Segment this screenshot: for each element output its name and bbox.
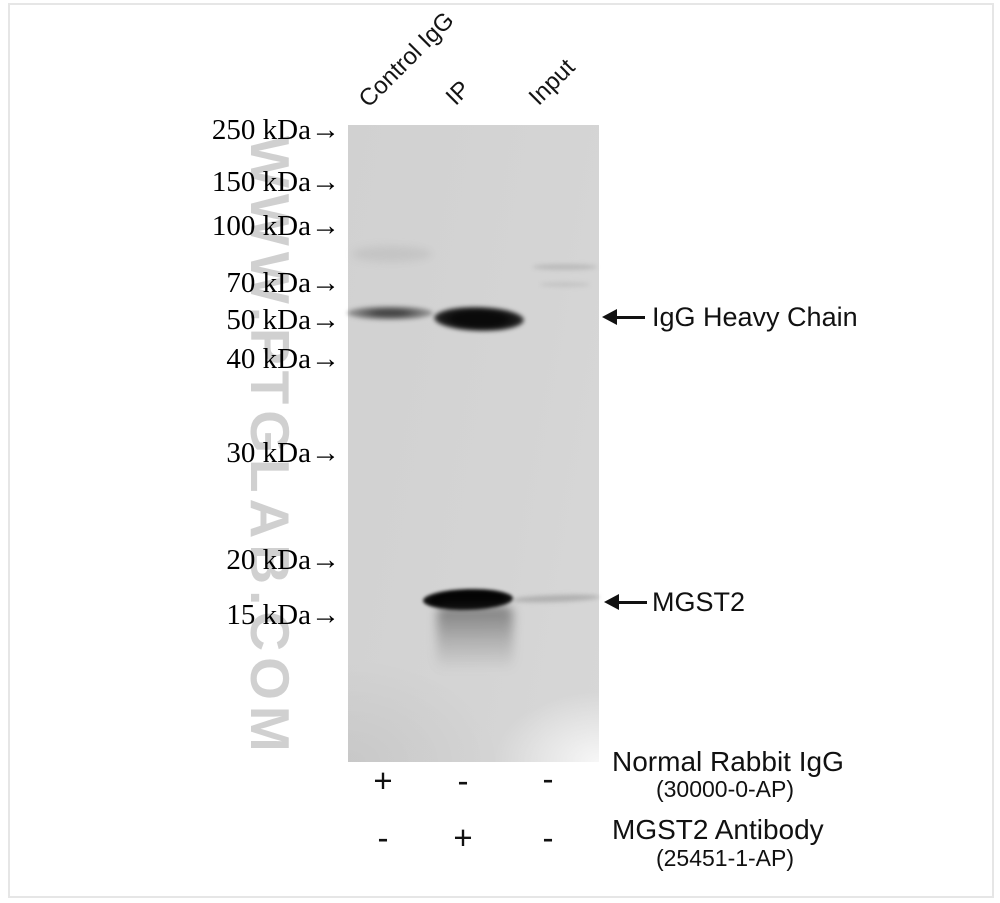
left-arrow-icon xyxy=(602,309,646,325)
mw-marker-20kda: 20 kDa→ xyxy=(226,544,340,576)
treatment-symbol-row2-col3: - xyxy=(542,819,554,856)
treatment-name-mgst2-antibody: MGST2 Antibody xyxy=(612,814,824,845)
catalog-number-normal-rabbit-igg: (30000-0-AP) xyxy=(655,776,795,802)
treatment-symbol-row2-col1: - xyxy=(377,819,389,856)
annotation-mgst2: MGST2 xyxy=(652,587,746,617)
mw-marker-50kda: 50 kDa→ xyxy=(226,304,340,336)
lane-label-input: Input xyxy=(523,53,581,111)
arrow-shaft xyxy=(614,600,647,604)
catalog-number-mgst2-antibody: (25451-1-AP) xyxy=(655,845,795,871)
treatment-symbol-row1-col3: - xyxy=(542,760,554,797)
treatment-symbol-row1-col1: + xyxy=(373,762,393,799)
mw-marker-150kda: 150 kDa→ xyxy=(211,166,340,198)
ptglab-watermark: WWW.PTGLAB.COM xyxy=(239,136,301,758)
faint-smudge-control-lane xyxy=(352,246,432,262)
mw-marker-30kda: 30 kDa→ xyxy=(226,437,340,469)
treatment-name-normal-rabbit-igg: Normal Rabbit IgG xyxy=(612,746,844,777)
arrow-head xyxy=(602,309,617,325)
lane-label-control-igg: Control IgG xyxy=(353,6,460,113)
arrow-shaft xyxy=(612,315,645,319)
band-igg-heavy-chain-control-lane xyxy=(347,306,433,320)
mw-marker-40kda: 40 kDa→ xyxy=(226,343,340,375)
smear-below-mgst2-band xyxy=(437,606,513,670)
faint-band-input-70kda-lower xyxy=(540,282,590,287)
annotation-igg-heavy-chain: IgG Heavy Chain xyxy=(652,302,858,332)
treatment-symbol-row2-col2: + xyxy=(453,819,473,856)
treatment-symbol-row1-col2: - xyxy=(457,762,469,799)
lane-label-ip: IP xyxy=(440,75,476,111)
left-arrow-icon xyxy=(604,594,648,610)
arrow-head xyxy=(604,594,619,610)
mw-marker-70kda: 70 kDa→ xyxy=(226,267,340,299)
mw-marker-15kda: 15 kDa→ xyxy=(226,599,340,631)
faint-band-input-70kda xyxy=(533,264,597,270)
mw-marker-100kda: 100 kDa→ xyxy=(211,210,340,242)
mw-marker-250kda: 250 kDa→ xyxy=(211,114,340,146)
